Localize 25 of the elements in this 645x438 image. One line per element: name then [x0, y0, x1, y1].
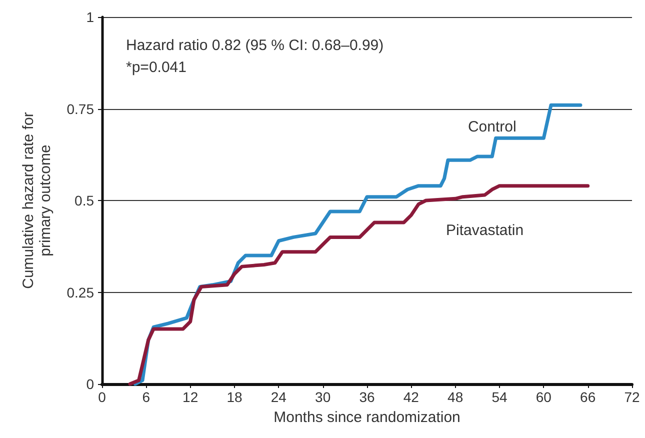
x-tick-label: 60: [536, 389, 552, 405]
annotation: Hazard ratio 0.82 (95 % CI: 0.68–0.99): [126, 37, 384, 54]
x-tick-label: 18: [226, 389, 242, 405]
y-tick-label: 0: [86, 376, 94, 392]
x-tick-label: 6: [142, 389, 150, 405]
x-tick-label: 0: [98, 389, 106, 405]
x-tick-label: 66: [580, 389, 596, 405]
x-tick-label: 42: [403, 389, 420, 405]
y-tick-label: 0.75: [66, 100, 94, 117]
x-tick-label: 24: [270, 389, 287, 405]
series-label: Pitavastatin: [446, 222, 524, 239]
x-axis-title: Months since randomization: [274, 408, 460, 426]
y-tick-label: 1: [86, 9, 94, 25]
line-series: [128, 184, 590, 386]
x-tick-label: 30: [315, 389, 331, 405]
y-tick-label: 0.25: [66, 284, 94, 300]
x-tick-label: 48: [448, 389, 464, 405]
y-axis-title: Cumulative hazard rate for primary outcome: [20, 112, 54, 289]
series-label: Control: [468, 118, 516, 136]
x-tick-label: 36: [359, 389, 375, 405]
annotation: *p=0.041: [126, 59, 186, 76]
x-tick-label: 54: [492, 389, 508, 405]
x-tick-label: 12: [182, 389, 198, 405]
y-tick-label: 0.5: [74, 192, 94, 208]
x-tick-label: 72: [624, 389, 640, 405]
